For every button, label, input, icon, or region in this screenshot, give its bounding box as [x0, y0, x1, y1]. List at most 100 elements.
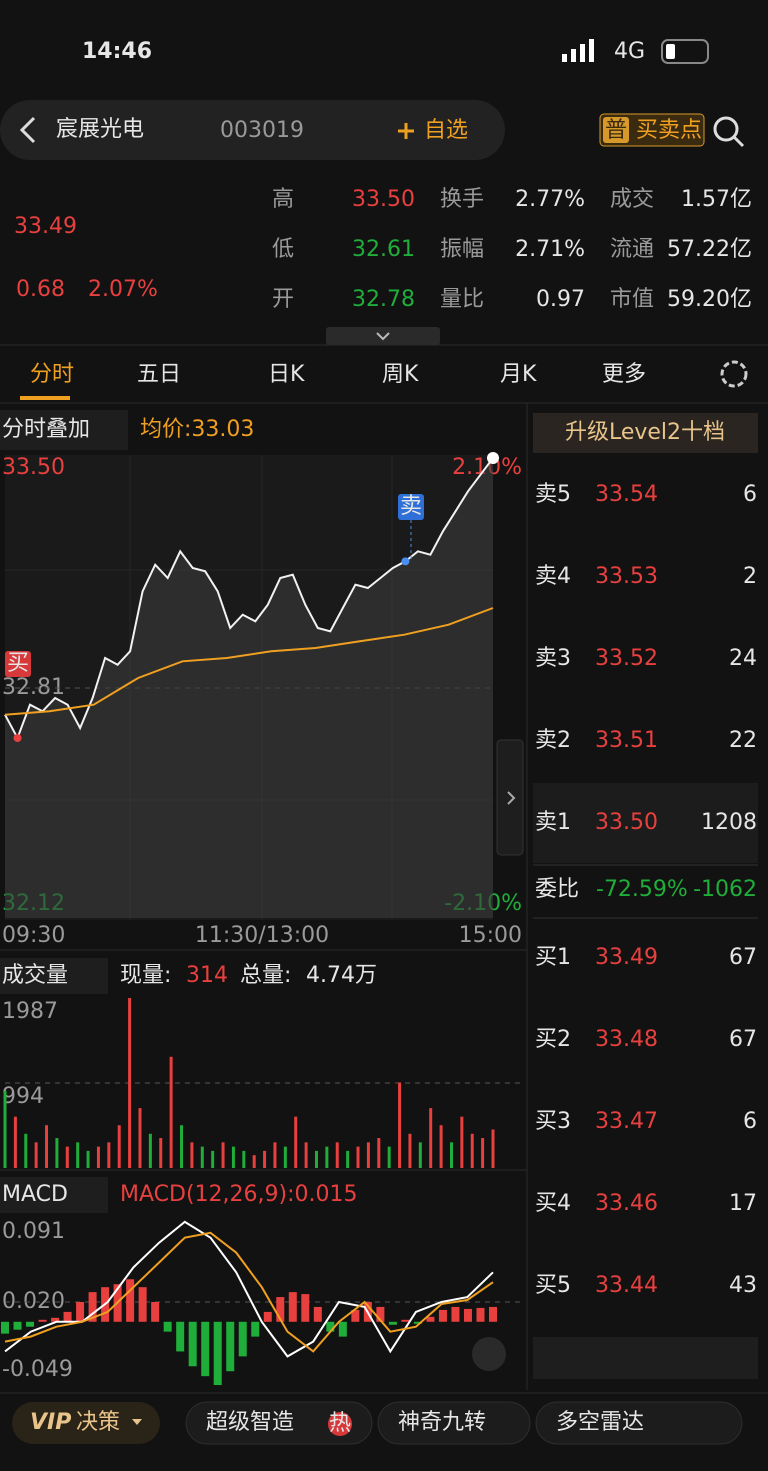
volume-bar	[24, 1133, 28, 1168]
macd-bar	[188, 1321, 197, 1367]
macd-bar	[338, 1321, 347, 1337]
battery	[661, 39, 709, 64]
vip-button[interactable]	[12, 1402, 160, 1444]
book-price: 33.50	[595, 810, 658, 835]
book-qty: 1208	[701, 810, 757, 835]
book-price: 33.47	[595, 1109, 658, 1134]
volume-bar	[460, 1116, 464, 1168]
tool-label[interactable]: 神奇九转	[398, 1410, 486, 1435]
tool-label[interactable]: 超级智造	[206, 1410, 294, 1435]
vip-tag[interactable]: VIP	[30, 1410, 71, 1435]
x-tick-label: 15:00	[459, 923, 522, 948]
volume-bar	[117, 1125, 121, 1168]
ask1-bg	[533, 783, 758, 863]
stat-value: 33.50	[352, 187, 415, 212]
macd-bar	[63, 1311, 72, 1322]
volume-bar	[429, 1108, 433, 1168]
tool-button[interactable]	[377, 1401, 531, 1445]
expand-handle[interactable]	[326, 327, 440, 345]
volume-bar	[387, 1146, 391, 1168]
volume-bar	[377, 1138, 381, 1168]
vip-label[interactable]: 决策	[76, 1410, 120, 1435]
book-label: 买4	[535, 1191, 571, 1216]
hot-badge	[328, 1412, 352, 1436]
volume-title[interactable]: 成交量	[2, 963, 68, 988]
change: 0.68	[16, 277, 65, 302]
volume-bar	[86, 1150, 90, 1168]
book-price: 33.53	[595, 564, 658, 589]
tool-label[interactable]: 多空雷达	[556, 1410, 644, 1435]
book-price: 33.46	[595, 1191, 658, 1216]
title-bg	[0, 958, 108, 994]
header-pill	[0, 100, 505, 160]
volume-bar	[314, 1150, 318, 1168]
book-qty: 17	[729, 1191, 757, 1216]
volume-bar	[13, 1116, 17, 1168]
plus-icon[interactable]	[398, 123, 414, 139]
macd-bar	[326, 1321, 335, 1332]
fullscreen-button[interactable]	[472, 1337, 506, 1371]
tab[interactable]: 周K	[382, 362, 419, 387]
level2-label[interactable]: 升级Level2十档	[565, 420, 725, 445]
volume-bar	[273, 1142, 277, 1168]
tab[interactable]: 更多	[602, 362, 646, 387]
book-qty: 2	[743, 564, 757, 589]
back-button[interactable]	[19, 116, 36, 144]
volume-bar	[200, 1146, 204, 1168]
macd-bar	[288, 1292, 297, 1322]
macd-bar	[151, 1302, 160, 1322]
change-pct: 2.07%	[88, 277, 158, 302]
signal-label[interactable]: 买卖点	[636, 118, 702, 143]
tab[interactable]: 日K	[268, 362, 305, 387]
volume-bar	[470, 1133, 474, 1168]
average-line	[4, 607, 494, 716]
tabs: 分时 五日 日K 周K 月K 更多	[30, 362, 646, 387]
tab[interactable]: 五日	[137, 362, 181, 387]
stat-label: 成交	[610, 187, 654, 212]
macd-bar	[376, 1306, 385, 1322]
current-value: 314	[186, 963, 228, 988]
book-price: 33.49	[595, 945, 658, 970]
macd-bar	[76, 1302, 85, 1322]
search-handle	[732, 135, 745, 148]
volume-bar	[148, 1133, 152, 1168]
macd-title[interactable]: MACD	[2, 1182, 68, 1207]
search-icon[interactable]	[713, 116, 739, 142]
macd-label: MACD(12,26,9):0.015	[120, 1182, 357, 1207]
badge: 普	[605, 118, 627, 143]
side-toggle[interactable]	[496, 739, 524, 856]
macd-bar	[1, 1321, 9, 1334]
tab[interactable]: 月K	[500, 362, 537, 387]
buy-point	[13, 734, 22, 742]
current-label: 现量:	[120, 963, 171, 988]
settings-icon[interactable]	[720, 360, 748, 388]
level2-bg[interactable]	[533, 413, 758, 453]
volume-bar	[96, 1146, 100, 1168]
macd-bar	[163, 1321, 172, 1332]
stat-label: 市值	[610, 287, 654, 312]
expand-icon	[376, 332, 390, 341]
stat-value: 59.20亿	[667, 287, 752, 312]
tab-underline	[20, 396, 70, 400]
tab[interactable]: 分时	[30, 362, 74, 387]
clock: 14:46	[82, 39, 152, 64]
volume-bar	[3, 1090, 7, 1168]
book-price: 33.52	[595, 646, 658, 671]
volume-bar	[128, 998, 132, 1168]
stat-label: 开	[272, 287, 294, 312]
y-tick-label: 0.091	[2, 1219, 65, 1244]
tool-button[interactable]	[535, 1401, 743, 1445]
intraday-chart: 33.5032.8132.122.10%-2.10%09:3011:30/13:…	[0, 452, 527, 951]
price-area	[5, 458, 493, 918]
volume-bar	[398, 1082, 402, 1168]
watch-button[interactable]: 自选	[424, 118, 468, 143]
y-tick-label: 0.020	[2, 1289, 65, 1314]
overlay-label[interactable]: 分时叠加	[2, 417, 90, 442]
volume-bar	[169, 1056, 173, 1168]
volume-bar	[138, 1108, 142, 1168]
book-label: 买5	[535, 1273, 571, 1298]
tool-button[interactable]	[185, 1401, 373, 1445]
book-label: 卖2	[535, 728, 571, 753]
stat-value: 32.78	[352, 287, 415, 312]
